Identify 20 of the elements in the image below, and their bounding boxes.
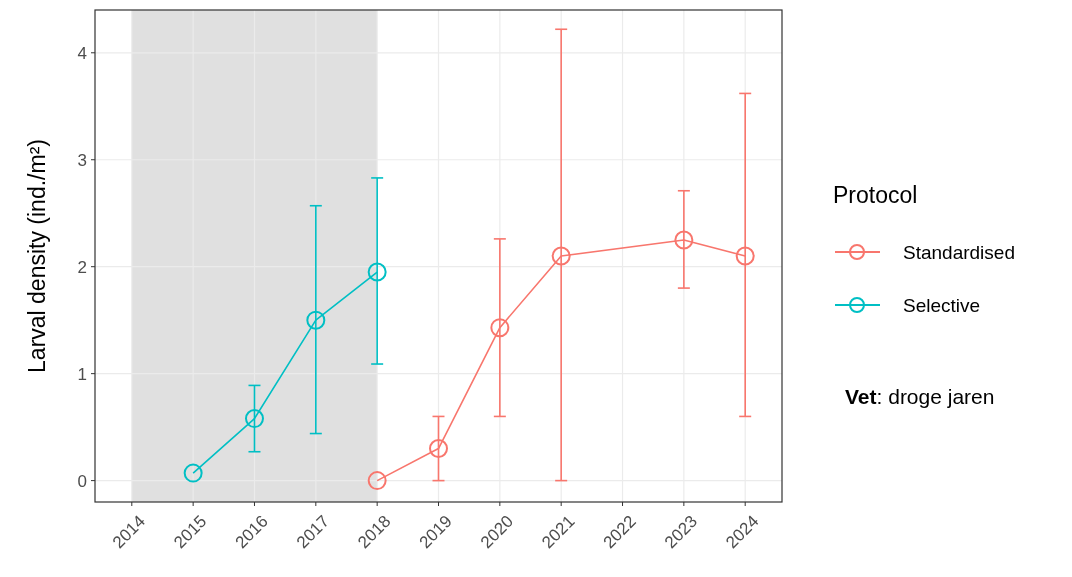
y-tick-label: 1 [77, 364, 87, 384]
point [244, 409, 264, 429]
point [551, 246, 571, 266]
point [306, 310, 326, 330]
y-tick-label: 3 [77, 150, 87, 170]
y-tick-label: 2 [77, 257, 87, 277]
point [367, 471, 387, 491]
point [490, 318, 510, 338]
y-tick-label: 4 [77, 43, 87, 63]
point [735, 246, 755, 266]
point [429, 439, 448, 459]
point [367, 262, 387, 282]
y-axis-title: Larval density (ind./m²) [24, 139, 50, 373]
text: Vet: droge jaren [845, 385, 995, 409]
legend-label: Standardised [903, 241, 1015, 263]
y-tick-label: 0 [77, 471, 87, 491]
legend-title: Protocol [833, 182, 918, 208]
point [674, 230, 694, 250]
legend-label: Selective [903, 294, 981, 316]
point [183, 463, 203, 483]
